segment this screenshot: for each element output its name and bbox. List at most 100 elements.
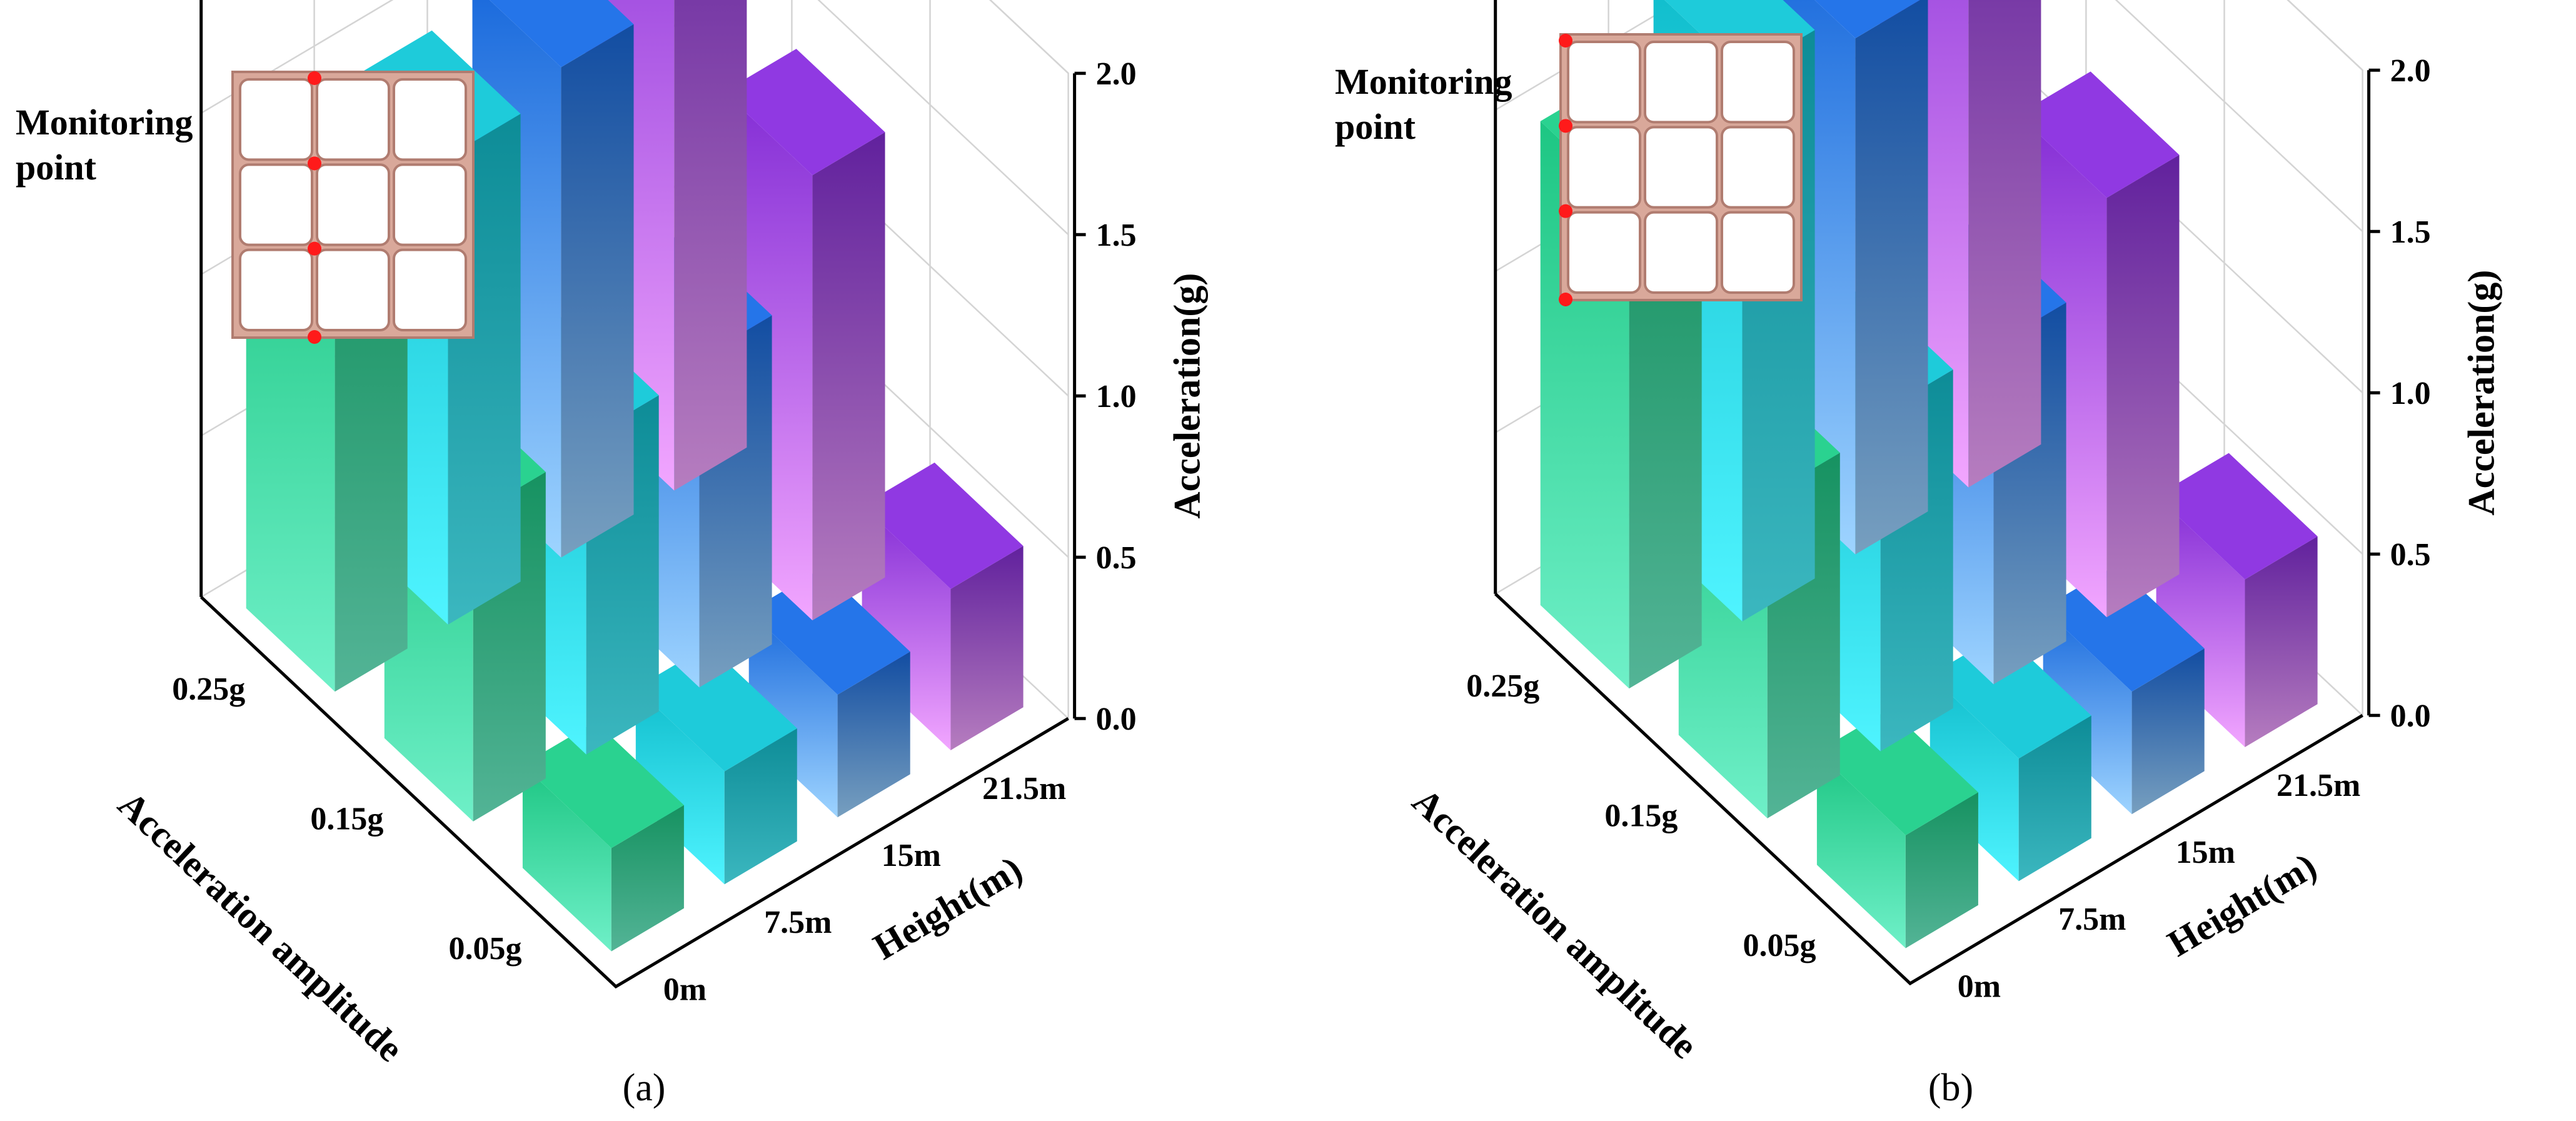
- bar-face-front: [1816, 752, 1906, 948]
- bar-0.05g-15m: [2043, 565, 2205, 815]
- panel-label-a: (a): [623, 1067, 666, 1109]
- z-axis-title: Acceleration(g): [1167, 273, 1208, 519]
- bar-face-top: [2043, 565, 2205, 692]
- structure-cell: [1721, 126, 1795, 209]
- structure-cell: [239, 163, 313, 246]
- bar-face-side: [2131, 648, 2205, 815]
- bar-face-side: [950, 546, 1024, 750]
- bar-0.05g-15m: [748, 568, 910, 818]
- z-axis-title: Acceleration(g): [2461, 270, 2502, 516]
- floor-axes: [1494, 593, 2363, 986]
- z-tick-label: 1.5: [1096, 218, 1137, 253]
- structure-cell: [1721, 41, 1795, 124]
- monitoring-point-marker: [308, 330, 321, 344]
- structure-cell: [393, 163, 467, 246]
- bar-face-top: [489, 0, 634, 68]
- panel-label-b: (b): [1928, 1067, 1973, 1109]
- bar-face-side: [561, 24, 634, 558]
- structure-cell: [239, 248, 313, 331]
- bar-face-side: [674, 0, 747, 491]
- z-tick-label: 0.5: [2390, 537, 2431, 573]
- bar-face-side: [2245, 536, 2318, 747]
- z-tick-label: 1.0: [2390, 376, 2431, 411]
- x-tick-label: 0.05g: [1743, 928, 1816, 963]
- bar-face-top: [862, 462, 1024, 589]
- bar-face-side: [837, 651, 910, 818]
- bar-face-top: [1929, 632, 2091, 759]
- monitoring-point-marker: [308, 156, 321, 171]
- bar-face-top: [635, 645, 797, 772]
- bar-face-side: [2106, 154, 2180, 618]
- bar-face-side: [611, 805, 684, 952]
- z-tick-label: 0.0: [1096, 701, 1137, 737]
- x-tick-label: 0.25g: [1466, 668, 1539, 704]
- monitoring-point-marker: [1559, 204, 1572, 218]
- floor-axes: [199, 596, 1069, 989]
- y-tick-label: 15m: [882, 838, 941, 873]
- z-tick-label: 2.0: [2390, 53, 2431, 89]
- bar-0.05g-0m: [1816, 708, 1978, 948]
- structure-cell: [316, 248, 390, 331]
- z-tick-label: 1.0: [1096, 379, 1137, 415]
- structure-cell: [1567, 126, 1641, 209]
- monitoring-point-label: Monitoring: [16, 102, 193, 143]
- z-tick-label: 1.5: [2390, 214, 2431, 250]
- y-tick-label: 0m: [1958, 968, 2001, 1004]
- chart-panel-b: 0.0 0.5 1.0 1.5 2.0 Acceleration(g) 0.25g 0.15g…: [1335, 0, 2502, 1067]
- structure-cell: [1644, 211, 1718, 294]
- monitoring-point-label: point: [1335, 106, 1416, 147]
- monitoring-point-marker: [308, 71, 321, 85]
- chart-panel-a: 0.0 0.5 1.0 1.5 2.0 Acceleration(g) 0.25g 0.15g…: [16, 0, 1208, 1070]
- monitoring-point-marker: [1559, 293, 1572, 306]
- y-tick-label: 0m: [663, 972, 707, 1007]
- structure-cell: [1721, 211, 1795, 294]
- bar-face-top: [723, 49, 885, 176]
- structure-cell: [316, 78, 390, 161]
- y-tick-label: 21.5m: [2277, 768, 2360, 803]
- z-tick-label: 0.0: [2390, 698, 2431, 734]
- bar-face-front: [635, 688, 725, 885]
- bar-face-side: [724, 728, 797, 885]
- structure-cell: [1567, 41, 1641, 124]
- bar-face-top: [748, 568, 910, 695]
- structure-cell: [1644, 126, 1718, 209]
- monitoring-point-label: point: [16, 147, 97, 188]
- bars: [246, 0, 1024, 952]
- structure-cell: [239, 78, 313, 161]
- monitoring-point-label: Monitoring: [1335, 61, 1512, 102]
- bar-face-side: [2018, 715, 2091, 882]
- z-tick-label: 0.5: [1096, 540, 1137, 576]
- bar-face-top: [522, 721, 684, 848]
- bar-face-top: [1816, 708, 1978, 835]
- bar-face-top: [1814, 0, 1920, 39]
- x-tick-label: 0.15g: [1604, 798, 1678, 833]
- y-tick-label: 7.5m: [764, 905, 832, 940]
- monitoring-point-marker: [1559, 119, 1572, 133]
- monitoring-point-marker: [308, 241, 321, 256]
- bar-0.05g-7.5m: [635, 645, 797, 885]
- bar-0.05g-0m: [522, 721, 684, 952]
- bar-face-top: [2018, 71, 2180, 198]
- y-tick-label: 7.5m: [2058, 902, 2126, 937]
- structure-cell: [1567, 211, 1641, 294]
- y-tick-label: 21.5m: [982, 771, 1066, 807]
- bar-face-side: [1905, 792, 1978, 948]
- bar-face-top: [2156, 453, 2318, 580]
- x-tick-label: 0.05g: [448, 931, 521, 967]
- bar-face-front: [748, 611, 838, 818]
- bar-face-side: [1855, 0, 1928, 555]
- bar-face-front: [2043, 608, 2132, 815]
- bar-face-side: [812, 132, 885, 621]
- structure-cell: [393, 78, 467, 161]
- structure-cell: [1644, 41, 1718, 124]
- bar-face-front: [1929, 675, 2019, 882]
- z-tick-label: 2.0: [1096, 56, 1137, 92]
- y-tick-label: 15m: [2176, 835, 2235, 870]
- bar-face-side: [1968, 0, 2041, 488]
- monitoring-point-marker: [1559, 34, 1572, 48]
- x-tick-label: 0.25g: [172, 671, 245, 707]
- bar-0.05g-7.5m: [1929, 632, 2091, 882]
- structure-cell: [393, 248, 467, 331]
